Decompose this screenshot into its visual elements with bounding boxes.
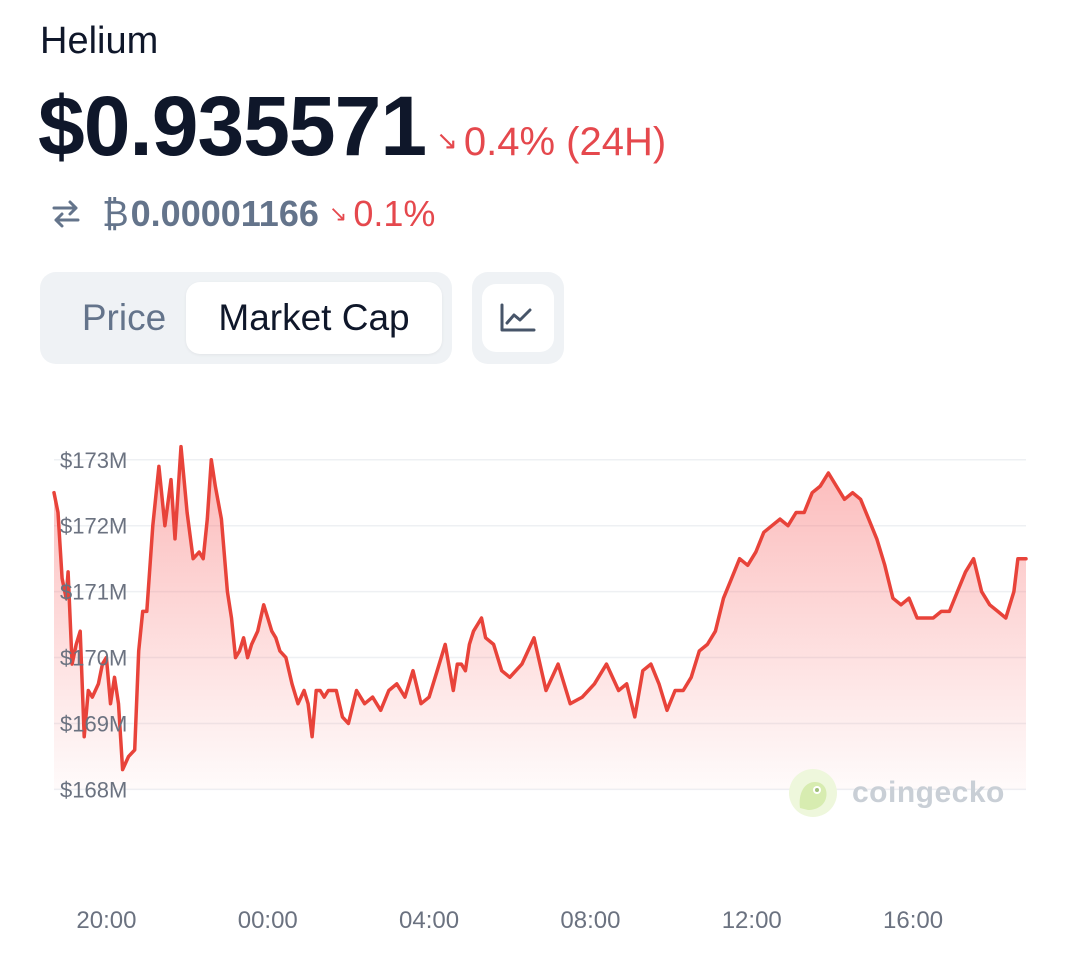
x-tick-label: 16:00 <box>883 907 943 934</box>
bitcoin-symbol: ₿ <box>102 193 129 234</box>
x-tick-label: 04:00 <box>399 907 459 934</box>
watermark-text: coingecko <box>852 776 1005 809</box>
x-tick-label: 08:00 <box>560 907 620 934</box>
y-tick-label: $172M <box>60 514 127 539</box>
down-arrow-icon: ↘ <box>436 125 458 155</box>
coingecko-watermark: coingecko <box>788 768 1005 818</box>
tab-market-cap[interactable]: Market Cap <box>186 282 442 354</box>
btc-price-value: 0.00001166 <box>130 193 319 234</box>
y-tick-label: $173M <box>60 448 127 473</box>
chart-style-button[interactable] <box>482 284 554 352</box>
series-line <box>52 444 1028 772</box>
series-area <box>54 446 1026 790</box>
btc-price: ₿0.00001166 <box>102 193 319 235</box>
x-tick-label: 20:00 <box>76 907 136 934</box>
line-chart-icon <box>500 303 536 332</box>
chart-style-toggle[interactable] <box>472 272 564 364</box>
price-change-value: 0.4% (24H) <box>463 120 667 164</box>
price-usd: $0.935571 <box>38 79 427 173</box>
chart-type-tabs: Price Market Cap <box>40 272 452 364</box>
y-tick-label: $168M <box>60 777 127 802</box>
x-tick-label: 12:00 <box>722 907 782 934</box>
coin-name: Helium <box>40 20 159 62</box>
swap-icon[interactable] <box>48 196 84 232</box>
y-tick-label: $171M <box>60 580 127 605</box>
btc-price-row: ₿0.00001166 ↘ 0.1% <box>48 193 435 235</box>
down-arrow-icon: ↘ <box>328 201 348 226</box>
btc-change-value: 0.1% <box>353 193 436 234</box>
price-row: $0.935571 ↘ 0.4% (24H) <box>38 78 666 175</box>
market-cap-chart[interactable]: $173M $172M $171M $170M $169M $168M 20:00 00:00… <box>0 400 1080 960</box>
x-tick-label: 00:00 <box>238 907 298 934</box>
price-change-24h: ↘ 0.4% (24H) <box>436 120 666 165</box>
btc-price-change: ↘ 0.1% <box>329 193 436 235</box>
y-tick-label: $169M <box>60 711 127 736</box>
coingecko-logo-icon <box>789 769 837 817</box>
y-tick-label: $170M <box>60 646 127 671</box>
tab-price[interactable]: Price <box>81 297 167 338</box>
